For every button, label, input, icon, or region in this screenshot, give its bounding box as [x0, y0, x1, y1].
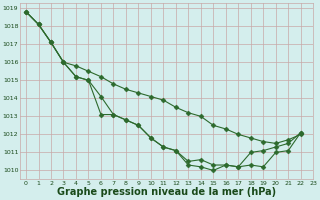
- X-axis label: Graphe pression niveau de la mer (hPa): Graphe pression niveau de la mer (hPa): [57, 187, 276, 197]
